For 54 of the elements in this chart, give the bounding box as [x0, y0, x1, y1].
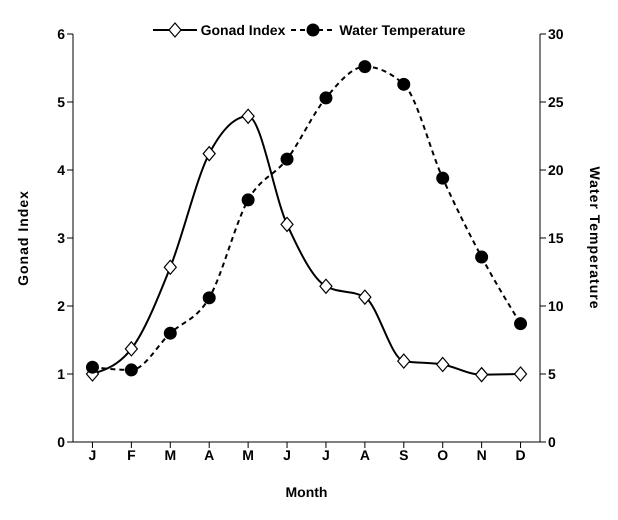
y2-tick-label: 30 [548, 26, 564, 42]
y2-tick-label: 15 [548, 230, 564, 246]
point [164, 260, 177, 275]
x-tick-label: M [242, 446, 254, 463]
legend-label: Gonad Index [200, 22, 286, 38]
y2-tick-label: 25 [548, 94, 564, 110]
y2-tick-label: 0 [548, 434, 556, 450]
y2-tick-label: 10 [548, 298, 564, 314]
point [124, 363, 138, 376]
x-axis-title: Month [286, 484, 328, 500]
legend-label: Water Temperature [339, 22, 466, 38]
y-tick-label: 3 [57, 230, 66, 246]
y-tick-label: 6 [57, 26, 66, 42]
x-tick-label: A [204, 446, 214, 463]
point [514, 366, 528, 382]
point [436, 356, 450, 372]
x-tick-label: J [88, 446, 96, 463]
point [242, 108, 255, 124]
y-tick-label: 4 [57, 162, 66, 178]
point [280, 152, 294, 166]
point [86, 360, 99, 374]
x-tick-label: M [164, 446, 176, 463]
point [475, 250, 488, 264]
y-tick-label: 5 [57, 94, 66, 110]
point [358, 290, 372, 305]
point [319, 91, 332, 104]
y-tick-label: 0 [57, 434, 66, 450]
y-tick-label: 1 [57, 366, 66, 382]
y-tick-label: 2 [57, 298, 66, 314]
point [242, 193, 255, 206]
point [319, 278, 333, 294]
y-axis-title: Gonad Index [14, 190, 31, 286]
x-tick-label: J [322, 446, 330, 463]
point [397, 353, 410, 369]
y2-tick-label: 5 [548, 366, 556, 382]
point [436, 172, 450, 185]
point [514, 317, 528, 330]
y2-tick-label: 20 [548, 162, 564, 178]
point [202, 291, 216, 304]
point [475, 367, 488, 382]
y2-axis-title: Water Temperature [587, 166, 604, 310]
x-tick-label: F [127, 446, 136, 463]
point [202, 146, 216, 162]
point [358, 60, 372, 74]
x-tick-label: J [283, 446, 291, 463]
x-tick-label: A [360, 446, 370, 463]
point [397, 78, 410, 91]
point [124, 341, 138, 356]
point [164, 326, 177, 340]
x-tick-label: D [515, 446, 526, 463]
x-tick-label: O [437, 446, 448, 463]
point [280, 216, 294, 232]
x-tick-label: S [399, 446, 408, 463]
x-tick-label: N [476, 446, 487, 463]
